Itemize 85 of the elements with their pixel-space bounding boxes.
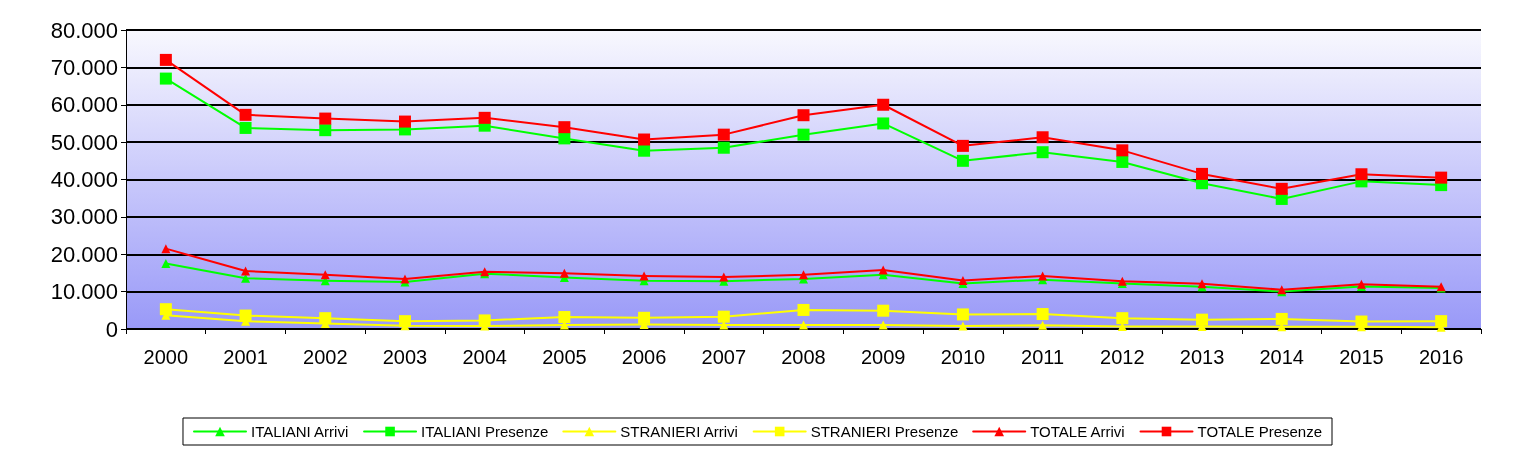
point <box>1038 320 1048 330</box>
legend-label: STRANIERI Arrivi <box>620 423 738 440</box>
point <box>956 308 969 321</box>
point <box>958 321 968 331</box>
point <box>1116 155 1129 168</box>
x-tick-label: 2007 <box>701 346 747 368</box>
legend-label: TOTALE Arrivi <box>1030 423 1125 440</box>
point <box>558 121 571 134</box>
point <box>638 133 651 146</box>
point <box>319 312 332 325</box>
y-tick-label: 0 <box>105 316 118 342</box>
point <box>239 121 252 134</box>
point <box>717 128 730 141</box>
point <box>159 303 172 316</box>
point <box>239 309 252 322</box>
point <box>1036 146 1049 159</box>
legend-label: TOTALE Presenze <box>1197 423 1323 440</box>
point <box>1435 315 1448 328</box>
y-tick-label: 30.000 <box>50 204 118 230</box>
point <box>239 108 252 121</box>
point <box>1196 313 1209 326</box>
x-tick-label: 2013 <box>1179 346 1225 368</box>
point <box>161 244 171 254</box>
x-tick-label: 2003 <box>382 346 428 368</box>
point <box>717 310 730 323</box>
legend-label: ITALIANI Arrivi <box>251 423 349 440</box>
point <box>799 320 808 330</box>
x-tick-label: 2010 <box>940 346 986 368</box>
x-tick-label: 2008 <box>781 346 826 368</box>
y-tick-label: 40.000 <box>50 167 118 192</box>
point <box>241 266 251 276</box>
point <box>638 311 651 324</box>
point <box>877 304 890 317</box>
point <box>877 117 890 130</box>
point <box>1036 131 1049 144</box>
point <box>1435 171 1448 184</box>
legend-label: ITALIANI Presenze <box>421 423 549 440</box>
point <box>1275 182 1288 195</box>
x-tick-label: 2012 <box>1100 346 1145 368</box>
x-tick-label: 2004 <box>462 346 507 368</box>
x-tick-label: 2006 <box>621 346 667 368</box>
point <box>558 132 571 145</box>
point <box>1116 144 1129 157</box>
point <box>159 72 172 85</box>
point <box>161 259 171 269</box>
point <box>638 144 651 157</box>
point <box>558 311 571 324</box>
point <box>717 141 730 154</box>
point <box>797 109 810 122</box>
x-tick-label: 2002 <box>303 346 348 368</box>
point <box>956 139 969 152</box>
y-tick-label: 50.000 <box>50 129 118 155</box>
x-tick-label: 2001 <box>223 346 268 368</box>
x-tick-label: 2000 <box>143 346 189 368</box>
y-tick-label: 20.000 <box>50 241 118 267</box>
x-tick-label: 2015 <box>1339 346 1384 368</box>
y-tick-label: 10.000 <box>50 279 118 305</box>
x-tick-label: 2016 <box>1418 346 1464 368</box>
x-tick-label: 2009 <box>860 346 906 368</box>
legend-label: STRANIERI Presenze <box>810 423 959 440</box>
point <box>398 315 411 328</box>
point <box>319 112 332 125</box>
y-tick-label: 80.000 <box>50 17 118 43</box>
point <box>877 98 890 111</box>
y-tick-label: 60.000 <box>50 92 118 118</box>
point <box>398 115 411 128</box>
point <box>719 272 729 282</box>
point <box>799 270 808 280</box>
point <box>797 303 810 316</box>
point <box>1355 168 1368 181</box>
point <box>956 154 969 167</box>
point <box>1116 312 1129 325</box>
y-tick-label: 70.000 <box>50 54 118 80</box>
point <box>1036 308 1049 321</box>
point <box>478 111 491 124</box>
x-tick-label: 2011 <box>1021 346 1065 368</box>
point <box>1355 315 1368 328</box>
x-tick-label: 2005 <box>542 346 587 368</box>
point <box>797 128 810 141</box>
point <box>1196 167 1209 180</box>
x-tick-label: 2014 <box>1259 346 1304 368</box>
point <box>159 53 172 66</box>
point <box>559 268 569 278</box>
point <box>1275 312 1288 325</box>
point <box>319 124 332 137</box>
